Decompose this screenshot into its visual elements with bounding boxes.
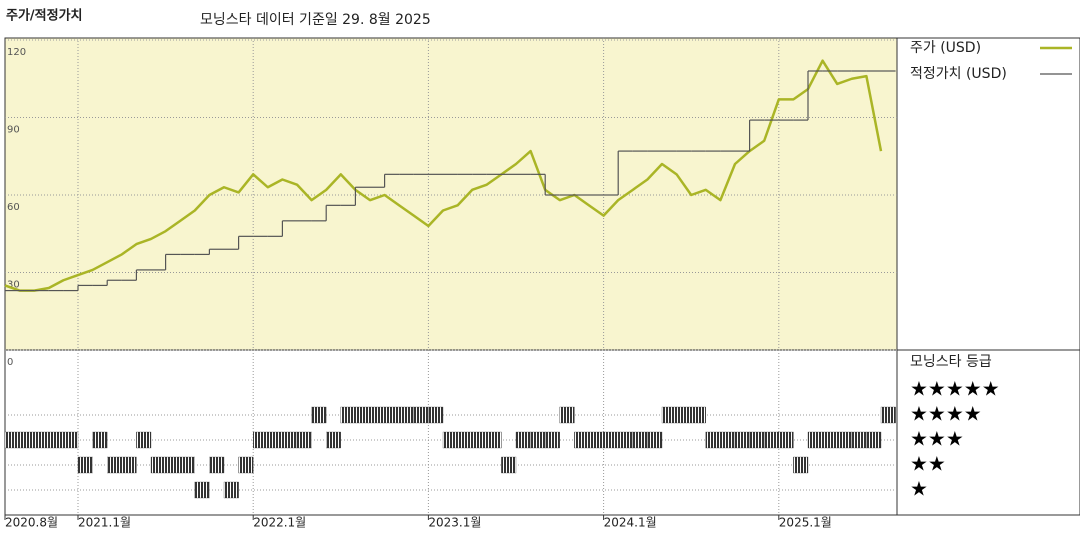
rating-bar <box>807 431 823 449</box>
rating-bar <box>384 406 400 424</box>
rating-bar <box>267 431 283 449</box>
rating-bar <box>778 431 794 449</box>
rating-bar <box>238 456 254 474</box>
rating-bar <box>676 406 692 424</box>
rating-bar <box>866 431 882 449</box>
y-tick-label: 90 <box>7 125 20 136</box>
rating-bar <box>355 406 371 424</box>
x-tick-label: 2024.1월 <box>604 516 657 530</box>
rating-bar <box>369 406 385 424</box>
rating-bar <box>545 431 560 449</box>
rating-bar <box>77 456 93 474</box>
legend-label: 주가 (USD) <box>910 40 981 56</box>
rating-bar <box>764 431 779 449</box>
rating-bar <box>574 431 590 449</box>
rating-bar <box>253 431 268 449</box>
rating-label: ★ <box>910 477 928 501</box>
rating-bar <box>34 431 49 449</box>
y-tick-label: 0 <box>7 357 13 368</box>
rating-bar <box>647 431 663 449</box>
rating-bar <box>194 481 210 499</box>
rating-bar <box>822 431 838 449</box>
x-tick-label: 2020.8월 <box>5 516 58 530</box>
y-tick-label: 30 <box>7 280 20 291</box>
rating-bar <box>311 406 327 424</box>
rating-bar <box>691 406 706 424</box>
rating-bar <box>4 431 20 449</box>
x-tick-label: 2023.1월 <box>428 516 481 530</box>
rating-label: ★★★★★ <box>910 377 1000 401</box>
rating-bar <box>618 431 633 449</box>
rating-bar <box>165 456 181 474</box>
rating-bar <box>837 431 852 449</box>
y-tick-label: 60 <box>7 202 20 213</box>
rating-bar <box>588 431 604 449</box>
rating-bar <box>326 431 341 449</box>
rating-label: ★★ <box>910 452 946 476</box>
chart-subtitle: 모닝스타 데이터 기준일 29. 8월 2025 <box>200 12 431 28</box>
rating-bar <box>515 431 531 449</box>
rating-bar <box>340 406 356 424</box>
y-tick-label: 120 <box>7 47 26 58</box>
rating-bar <box>530 431 546 449</box>
rating-bar <box>107 456 122 474</box>
rating-bar <box>180 456 195 474</box>
rating-bar <box>413 406 429 424</box>
rating-bar <box>472 431 487 449</box>
legend-label: 적정가치 (USD) <box>910 66 1007 82</box>
rating-bar <box>501 456 517 474</box>
rating-bar <box>209 456 225 474</box>
rating-bar <box>442 431 458 449</box>
x-tick-label: 2022.1월 <box>253 516 306 530</box>
rating-label: ★★★★ <box>910 402 982 426</box>
rating-bar <box>48 431 64 449</box>
rating-bar <box>223 481 239 499</box>
ratings-title: 모닝스타 등급 <box>910 354 992 370</box>
rating-label: ★★★ <box>910 427 964 451</box>
rating-bar <box>121 456 137 474</box>
rating-bar <box>851 431 867 449</box>
price-line <box>4 59 883 292</box>
rating-bar <box>92 431 108 449</box>
rating-bar <box>19 431 35 449</box>
rating-bar <box>428 406 444 424</box>
rating-bar <box>150 456 166 474</box>
rating-bar <box>793 456 809 474</box>
frame <box>4 37 1080 516</box>
rating-bar <box>880 406 896 424</box>
rating-bar <box>559 406 575 424</box>
rating-bar <box>734 431 750 449</box>
rating-bar <box>749 431 765 449</box>
rating-bar <box>399 406 414 424</box>
rating-bar <box>705 431 721 449</box>
rating-bar <box>486 431 502 449</box>
x-tick-label: 2021.1월 <box>78 516 131 530</box>
rating-bar <box>603 431 619 449</box>
rating-bar <box>63 431 79 449</box>
rating-bar <box>661 406 677 424</box>
rating-bar <box>632 431 648 449</box>
chart-title: 주가/적정가치 <box>6 8 83 24</box>
rating-bar <box>720 431 736 449</box>
plot-background <box>5 38 897 350</box>
rating-bar <box>282 431 298 449</box>
x-tick-label: 2025.1월 <box>779 516 832 530</box>
rating-bar <box>136 431 152 449</box>
rating-bar <box>296 431 312 449</box>
rating-bar <box>457 431 473 449</box>
